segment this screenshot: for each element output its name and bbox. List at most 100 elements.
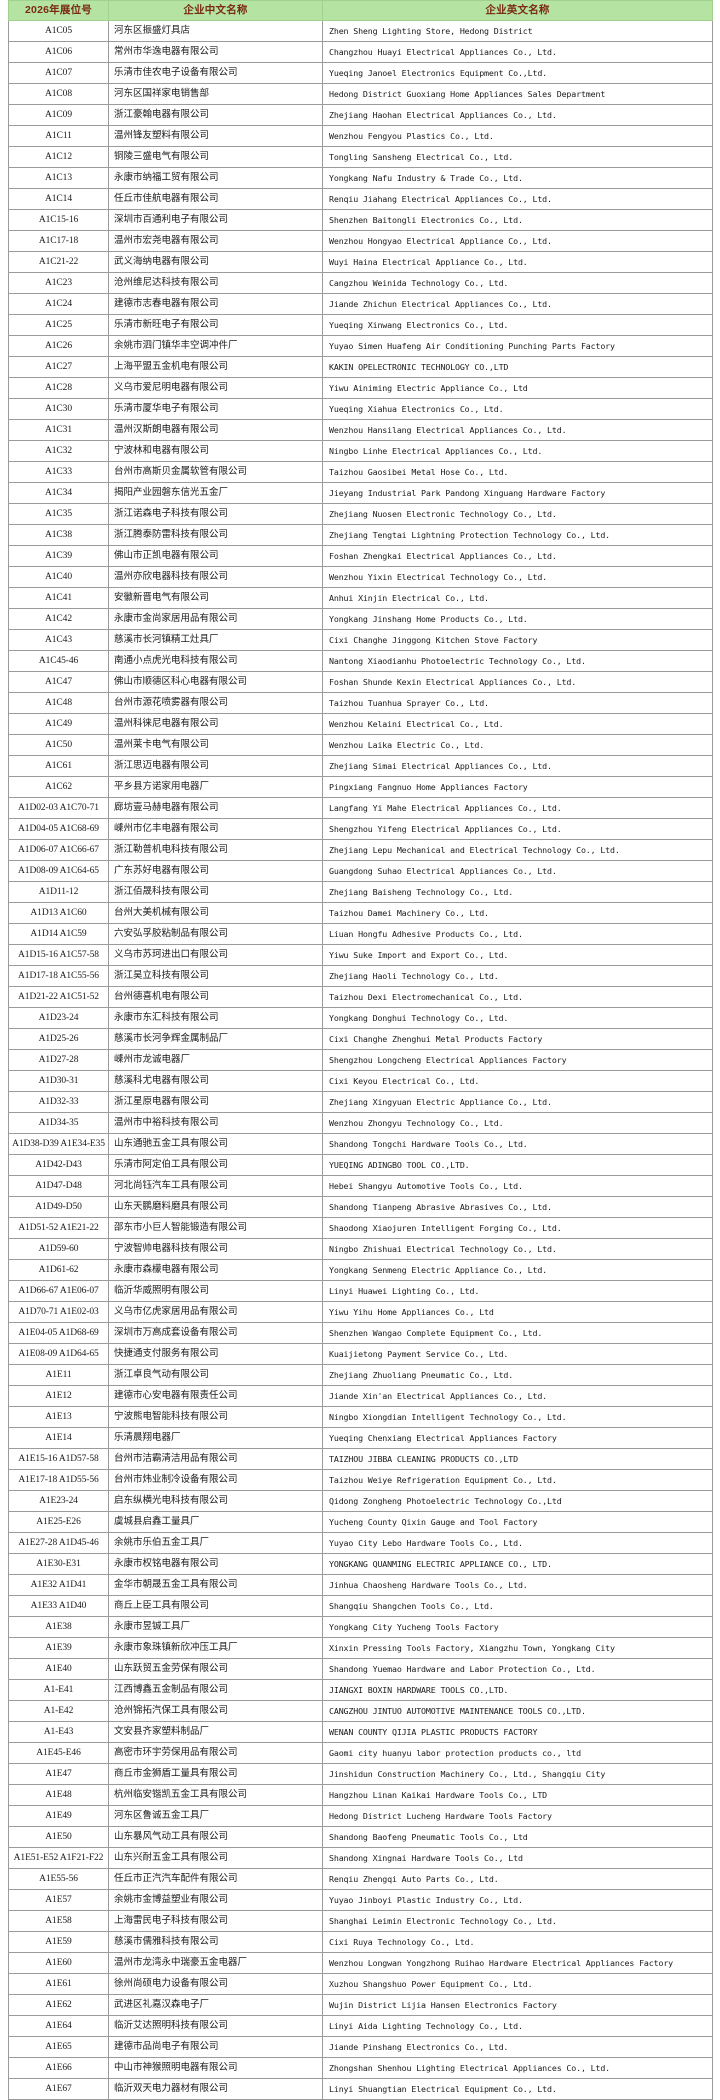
- cell-company-english: Xuzhou Shangshuo Power Equipment Co., Lt…: [322, 1973, 713, 1995]
- cell-company-english: Yiwu Suke Import and Export Co., Ltd.: [322, 944, 713, 966]
- cell-booth-number: A1E47: [8, 1763, 109, 1785]
- cell-booth-number: A1E32 A1D41: [8, 1574, 109, 1596]
- cell-company-chinese: 嵊州市亿丰电器有限公司: [108, 818, 323, 840]
- cell-company-chinese: 宁波熊电智能科技有限公司: [108, 1406, 323, 1428]
- cell-company-chinese: 乐清市佳农电子设备有限公司: [108, 62, 323, 84]
- cell-company-chinese: 武进区礼嘉汉森电子厂: [108, 1994, 323, 2016]
- cell-company-chinese: 山东跃贸五金劳保有限公司: [108, 1658, 323, 1680]
- table-row: A1C09 浙江豪翰电器有限公司 Zhejiang Haohan Electrica…: [8, 104, 713, 126]
- cell-company-english: Zhongshan Shenhou Lighting Electrical Ap…: [322, 2057, 713, 2079]
- cell-company-english: Shangqiu Shangchen Tools Co., Ltd.: [322, 1595, 713, 1617]
- cell-company-english: Jinhua Chaosheng Hardware Tools Co., Ltd…: [322, 1574, 713, 1596]
- table-row: A1E48 杭州临安锴凯五金工具有限公司 Hangzhou Linan Kaikai…: [8, 1784, 713, 1806]
- table-row: A1E13 宁波熊电智能科技有限公司 Ningbo Xiongdian Intell…: [8, 1406, 713, 1428]
- cell-company-chinese: 上海平盟五金机电有限公司: [108, 356, 323, 378]
- table-row: A1E61 徐州尚硕电力设备有限公司 Xuzhou Shangshuo Power …: [8, 1973, 713, 1995]
- cell-company-english: Cixi Changhe Zhenghui Metal Products Fac…: [322, 1028, 713, 1050]
- table-row: A1C27 上海平盟五金机电有限公司 KAKIN OPELECTRONIC TECH…: [8, 356, 713, 378]
- cell-company-english: Yueqing Chenxiang Electrical Appliances …: [322, 1427, 713, 1449]
- table-row: A1E23-24 启东纵横光电科技有限公司 Qidong Zongheng Phot…: [8, 1490, 713, 1512]
- cell-company-chinese: 浙江昊立科技有限公司: [108, 965, 323, 987]
- cell-company-chinese: 台州市源花喷雾器有限公司: [108, 692, 323, 714]
- table-row: A1C45-46 南通小点虎光电科技有限公司 Nantong Xiaodianhu …: [8, 650, 713, 672]
- cell-booth-number: A1E57: [8, 1889, 109, 1911]
- cell-company-chinese: 沧州锦拓汽保工具有限公司: [108, 1700, 323, 1722]
- table-row: A1C14 任丘市佳航电器有限公司 Renqiu Jiahang Electrica…: [8, 188, 713, 210]
- table-row: A1E59 慈溪市儒雅科技有限公司 Cixi Ruya Technology Co.…: [8, 1931, 713, 1953]
- table-row: A1E55-56 任丘市正汽汽车配件有限公司 Renqiu Zhengqi Auto…: [8, 1868, 713, 1890]
- cell-booth-number: A1E25-E26: [8, 1511, 109, 1533]
- cell-booth-number: A1C23: [8, 272, 109, 294]
- cell-company-english: Yucheng County Qixin Gauge and Tool Fact…: [322, 1511, 713, 1533]
- cell-booth-number: A1D66-67 A1E06-07: [8, 1280, 109, 1302]
- cell-company-chinese: 山东天鹏磨料磨具有限公司: [108, 1196, 323, 1218]
- table-row: A1C26 余姚市泗门镇华丰空调冲件厂 Yuyao Simen Huafeng Ai…: [8, 335, 713, 357]
- cell-company-chinese: 余姚市乐伯五金工具厂: [108, 1532, 323, 1554]
- cell-company-chinese: 台州大美机械有限公司: [108, 902, 323, 924]
- cell-booth-number: A1C32: [8, 440, 109, 462]
- table-row: A1E38 永康市昱铖工具厂 Yongkang City Yucheng Tools…: [8, 1616, 713, 1638]
- cell-company-chinese: 佛山市正凯电器有限公司: [108, 545, 323, 567]
- table-row: A1D08-09 A1C64-65 广东苏好电器有限公司 Guangdong Suh…: [8, 860, 713, 882]
- column-header-company-chinese: 企业中文名称: [108, 0, 323, 21]
- cell-company-chinese: 浙江星原电器有限公司: [108, 1091, 323, 1113]
- cell-company-chinese: 揭阳产业园磐东信光五金厂: [108, 482, 323, 504]
- cell-company-chinese: 虞城县启鑫工量具厂: [108, 1511, 323, 1533]
- table-row: A1C41 安徽新晋电气有限公司 Anhui Xinjin Electrical C…: [8, 587, 713, 609]
- cell-company-english: Yueqing Janoel Electronics Equipment Co.…: [322, 62, 713, 84]
- cell-company-english: Shandong Baofeng Pneumatic Tools Co., Lt…: [322, 1826, 713, 1848]
- cell-company-chinese: 商丘上臣工具有限公司: [108, 1595, 323, 1617]
- cell-company-chinese: 义乌市亿虎家居用品有限公司: [108, 1301, 323, 1323]
- cell-company-chinese: 温州市中裕科技有限公司: [108, 1112, 323, 1134]
- cell-company-english: Zhen Sheng Lighting Store, Hedong Distri…: [322, 20, 713, 42]
- cell-booth-number: A1C35: [8, 503, 109, 525]
- cell-company-english: Shanghai Leimin Electronic Technology Co…: [322, 1910, 713, 1932]
- cell-company-english: Wenzhou Kelaini Electrical Co., Ltd.: [322, 713, 713, 735]
- table-row: A1C48 台州市源花喷雾器有限公司 Taizhou Tuanhua Sprayer…: [8, 692, 713, 714]
- table-row: A1E57 余姚市金博益塑业有限公司 Yuyao Jinboyi Plastic I…: [8, 1889, 713, 1911]
- table-row: A1D06-07 A1C66-67 浙江勒普机电科技有限公司 Zhejiang Le…: [8, 839, 713, 861]
- table-row: A1C12 铜陵三盛电气有限公司 Tongling Sansheng Electri…: [8, 146, 713, 168]
- cell-company-english: Hebei Shangyu Automotive Tools Co., Ltd.: [322, 1175, 713, 1197]
- cell-booth-number: A1E11: [8, 1364, 109, 1386]
- table-row: A1C35 浙江诺森电子科技有限公司 Zhejiang Nuosen Electro…: [8, 503, 713, 525]
- cell-booth-number: A1C14: [8, 188, 109, 210]
- table-row: A1C30 乐清市厦华电子有限公司 Yueqing Xiahua Electroni…: [8, 398, 713, 420]
- table-row: A1C47 佛山市顺德区科心电器有限公司 Foshan Shunde Kexin E…: [8, 671, 713, 693]
- cell-booth-number: A1C49: [8, 713, 109, 735]
- cell-company-english: Qidong Zongheng Photoelectric Technology…: [322, 1490, 713, 1512]
- cell-company-chinese: 快捷通支付服务有限公司: [108, 1343, 323, 1365]
- cell-company-english: Wenzhou Hansilang Electrical Appliances …: [322, 419, 713, 441]
- cell-company-english: Linyi Aida Lighting Technology Co., Ltd.: [322, 2015, 713, 2037]
- cell-company-chinese: 浙江佰晟科技有限公司: [108, 881, 323, 903]
- cell-booth-number: A1C28: [8, 377, 109, 399]
- cell-company-chinese: 徐州尚硕电力设备有限公司: [108, 1973, 323, 1995]
- cell-company-chinese: 任丘市佳航电器有限公司: [108, 188, 323, 210]
- table-row: A1E49 河东区鲁诚五金工具厂 Hedong District Lucheng H…: [8, 1805, 713, 1827]
- table-row: A1E25-E26 虞城县启鑫工量具厂 Yucheng County Qixin G…: [8, 1511, 713, 1533]
- cell-company-chinese: 宁波林和电器有限公司: [108, 440, 323, 462]
- cell-company-english: Yongkang Senmeng Electric Appliance Co.,…: [322, 1259, 713, 1281]
- cell-company-english: Cixi Keyou Electrical Co., Ltd.: [322, 1070, 713, 1092]
- cell-booth-number: A1C15-16: [8, 209, 109, 231]
- cell-booth-number: A1E67: [8, 2078, 109, 2100]
- table-row: A1-E41 江西博鑫五金制品有限公司 JIANGXI BOXIN HARDWARE…: [8, 1679, 713, 1701]
- cell-company-chinese: 山东通驰五金工具有限公司: [108, 1133, 323, 1155]
- table-row: A1C33 台州市高斯贝金属软管有限公司 Taizhou Gaosibei Meta…: [8, 461, 713, 483]
- cell-booth-number: A1E23-24: [8, 1490, 109, 1512]
- cell-company-chinese: 温州莱卡电气有限公司: [108, 734, 323, 756]
- cell-booth-number: A1C09: [8, 104, 109, 126]
- cell-company-english: Shandong Yuemao Hardware and Labor Prote…: [322, 1658, 713, 1680]
- cell-booth-number: A1C08: [8, 83, 109, 105]
- cell-booth-number: A1E59: [8, 1931, 109, 1953]
- table-row: A1D15-16 A1C57-58 义乌市苏珂进出口有限公司 Yiwu Suke I…: [8, 944, 713, 966]
- cell-company-chinese: 平乡县方诺家用电器厂: [108, 776, 323, 798]
- cell-company-english: Yiwu Ainiming Electric Appliance Co., Lt…: [322, 377, 713, 399]
- table-row: A1C32 宁波林和电器有限公司 Ningbo Linhe Electrical A…: [8, 440, 713, 462]
- cell-booth-number: A1E58: [8, 1910, 109, 1932]
- table-row: A1E60 温州市龙湾永中瑞豪五金电器厂 Wenzhou Longwan Yongz…: [8, 1952, 713, 1974]
- table-row: A1D42-D43 乐清市阿定伯工具有限公司 YUEQING ADINGBO TOO…: [8, 1154, 713, 1176]
- cell-booth-number: A1C17-18: [8, 230, 109, 252]
- cell-company-chinese: 温州市龙湾永中瑞豪五金电器厂: [108, 1952, 323, 1974]
- cell-booth-number: A1E45-E46: [8, 1742, 109, 1764]
